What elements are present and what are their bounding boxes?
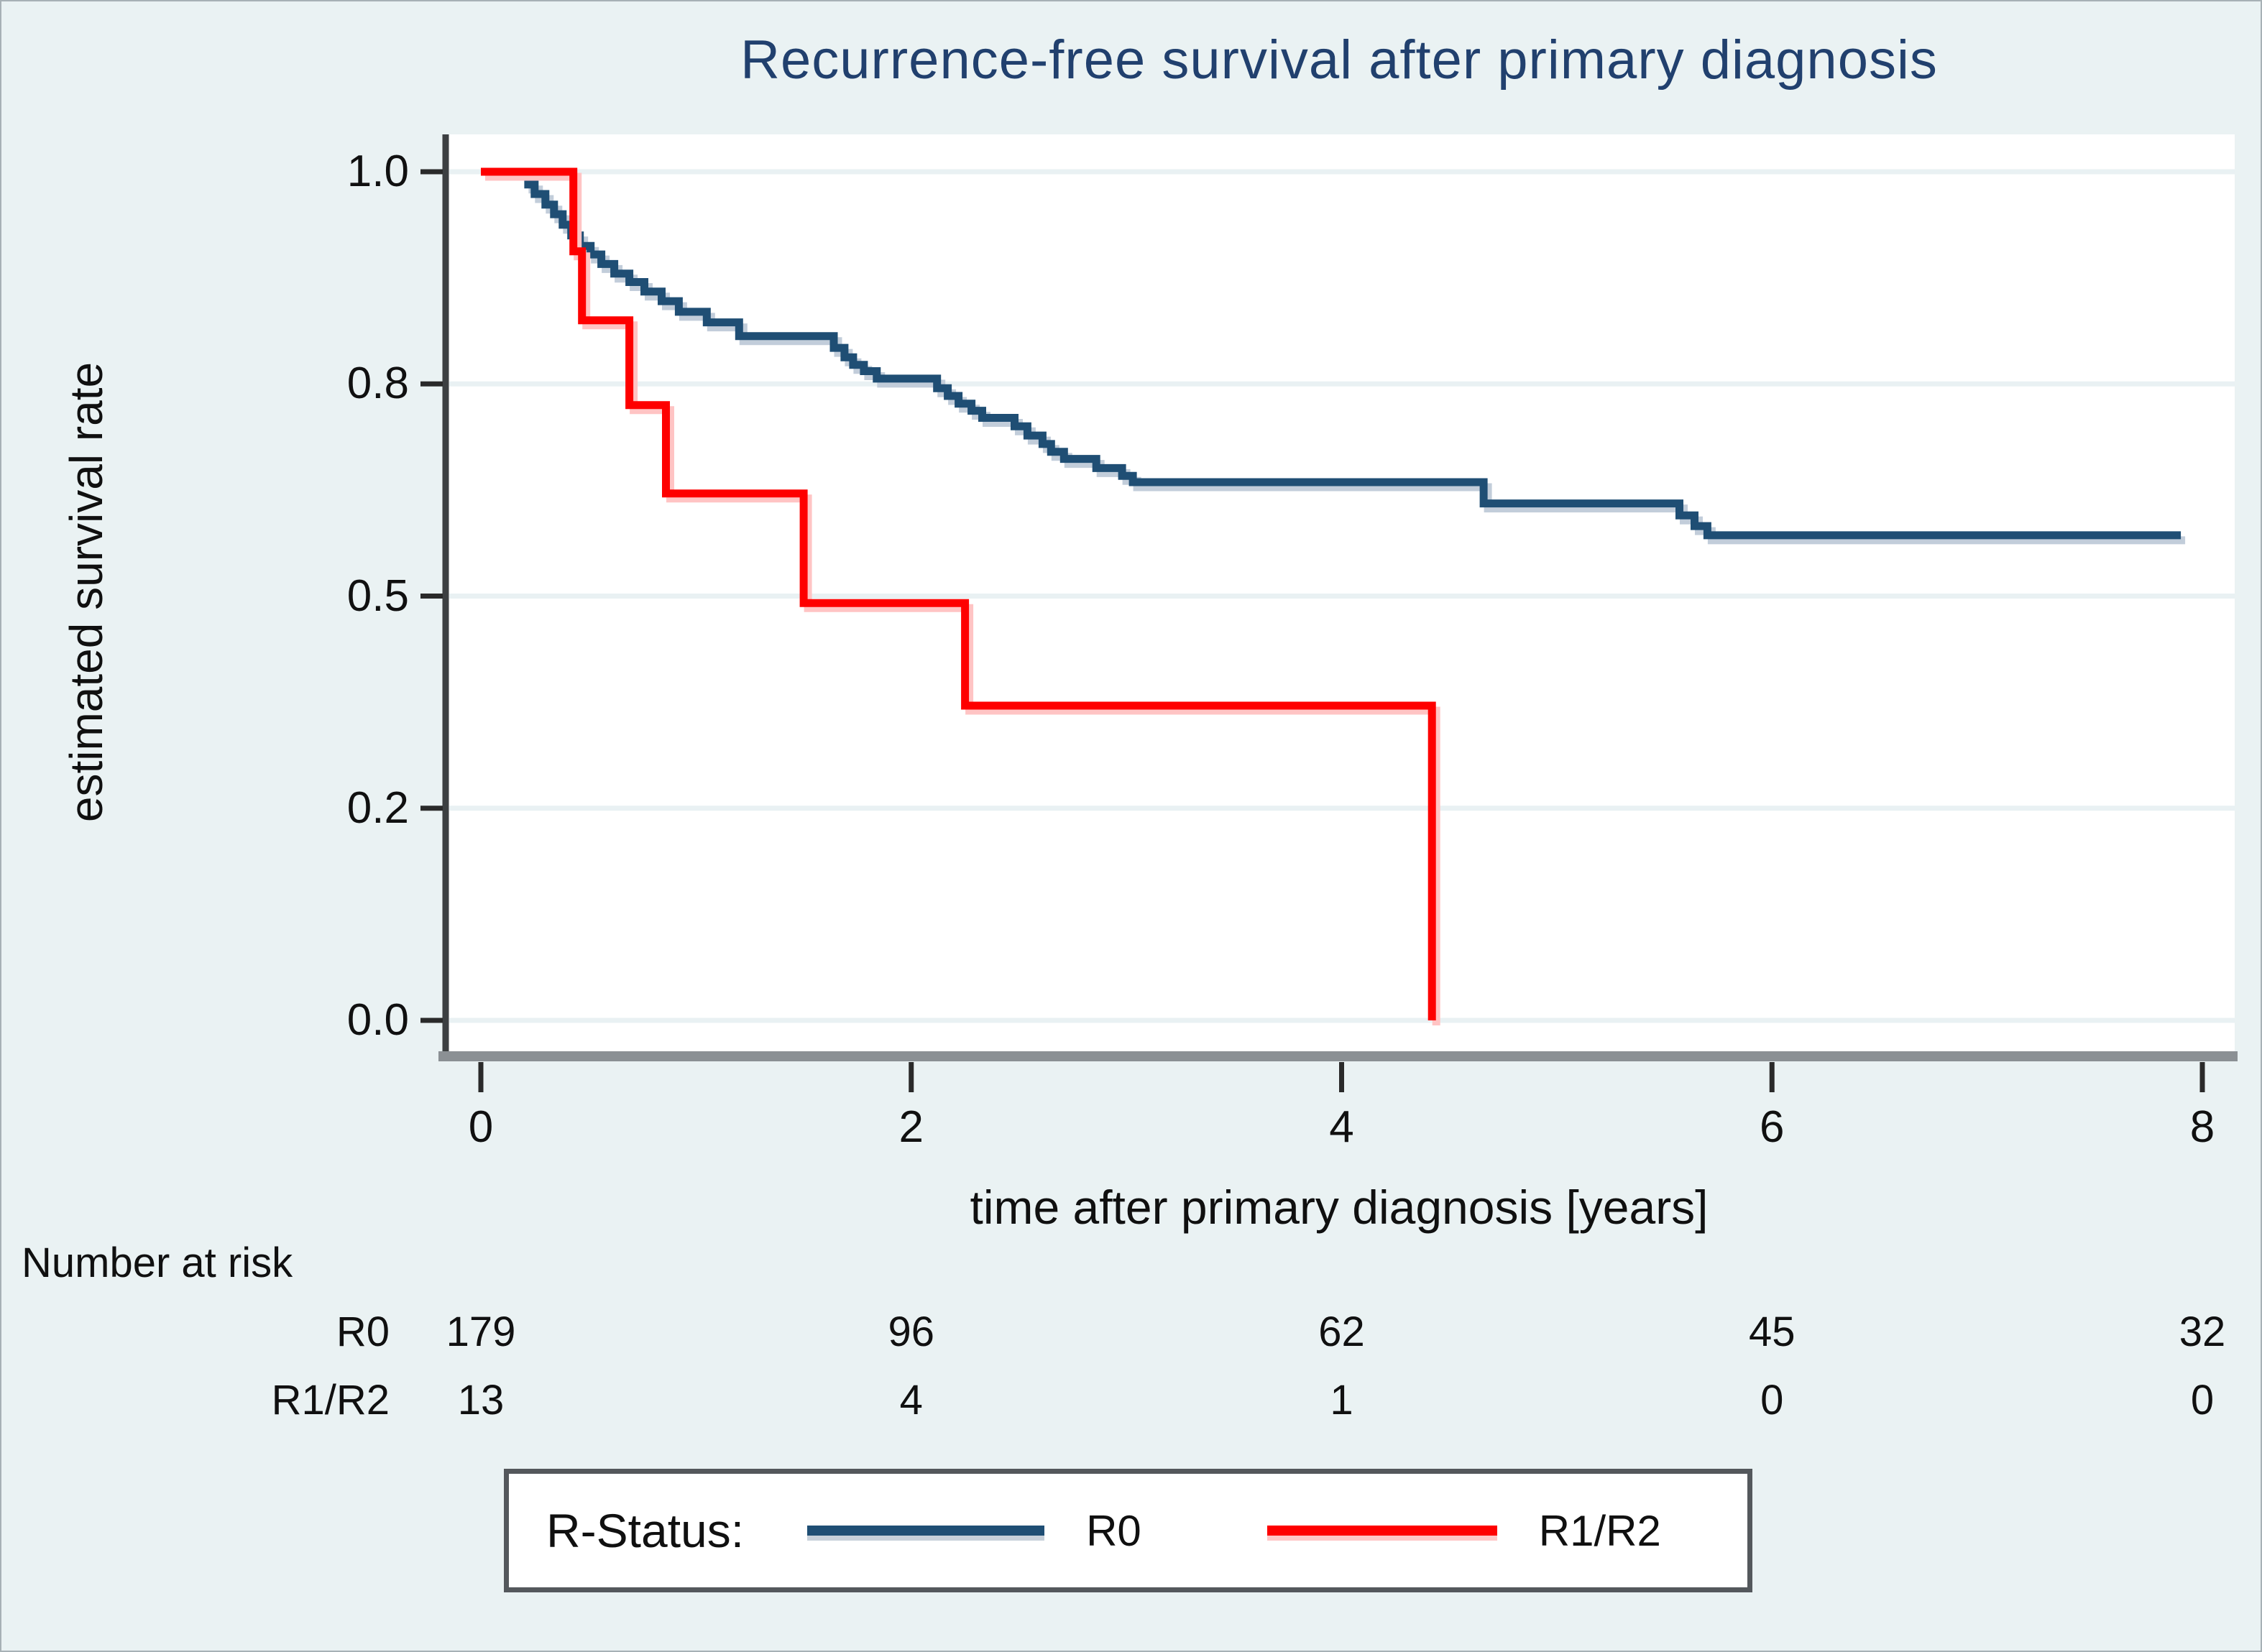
risk-row-label-r0: R0 [336, 1309, 390, 1355]
x-axis-line [438, 1051, 2238, 1061]
y-axis-title: estimated survival rate [60, 361, 112, 823]
y-tick-label: 0.8 [346, 359, 409, 409]
legend-label-r1r2: R1/R2 [1538, 1506, 1661, 1555]
risk-value: 96 [888, 1309, 934, 1355]
risk-value: 4 [899, 1377, 923, 1423]
risk-value: 179 [446, 1309, 516, 1355]
x-axis-title: time after primary diagnosis [years] [970, 1181, 1709, 1234]
y-tick-label: 0.2 [346, 783, 409, 833]
x-tick-label: 4 [1329, 1102, 1354, 1152]
x-tick-label: 0 [468, 1102, 494, 1152]
risk-value: 0 [2190, 1377, 2215, 1423]
legend-line-swatch-r0 [807, 1526, 1045, 1536]
legend-line-swatch-r1r2 [1266, 1526, 1497, 1536]
risk-value: 0 [1760, 1377, 1784, 1423]
risk-row-label-r1r2: R1/R2 [271, 1377, 390, 1423]
x-tick-label: 8 [2189, 1102, 2215, 1152]
legend: R-Status: R0 R1/R2 [504, 1469, 1752, 1592]
chart-title: Recurrence-free survival after primary d… [740, 29, 1938, 91]
y-tick-label: 0.0 [346, 995, 409, 1045]
survival-curve-r1r2 [481, 167, 1436, 1020]
y-tick-label: 0.5 [346, 571, 409, 621]
number-at-risk-heading: Number at risk [22, 1240, 293, 1286]
y-tick-label: 1.0 [346, 147, 409, 196]
risk-value: 13 [457, 1377, 505, 1423]
risk-value: 45 [1748, 1309, 1796, 1355]
x-tick-label: 2 [898, 1102, 924, 1152]
risk-value: 32 [2179, 1309, 2226, 1355]
legend-label-r0: R0 [1086, 1506, 1141, 1555]
risk-value: 62 [1318, 1309, 1365, 1355]
legend-title: R-Status: [546, 1504, 745, 1557]
risk-value: 1 [1330, 1377, 1353, 1423]
x-tick-label: 6 [1760, 1102, 1785, 1152]
